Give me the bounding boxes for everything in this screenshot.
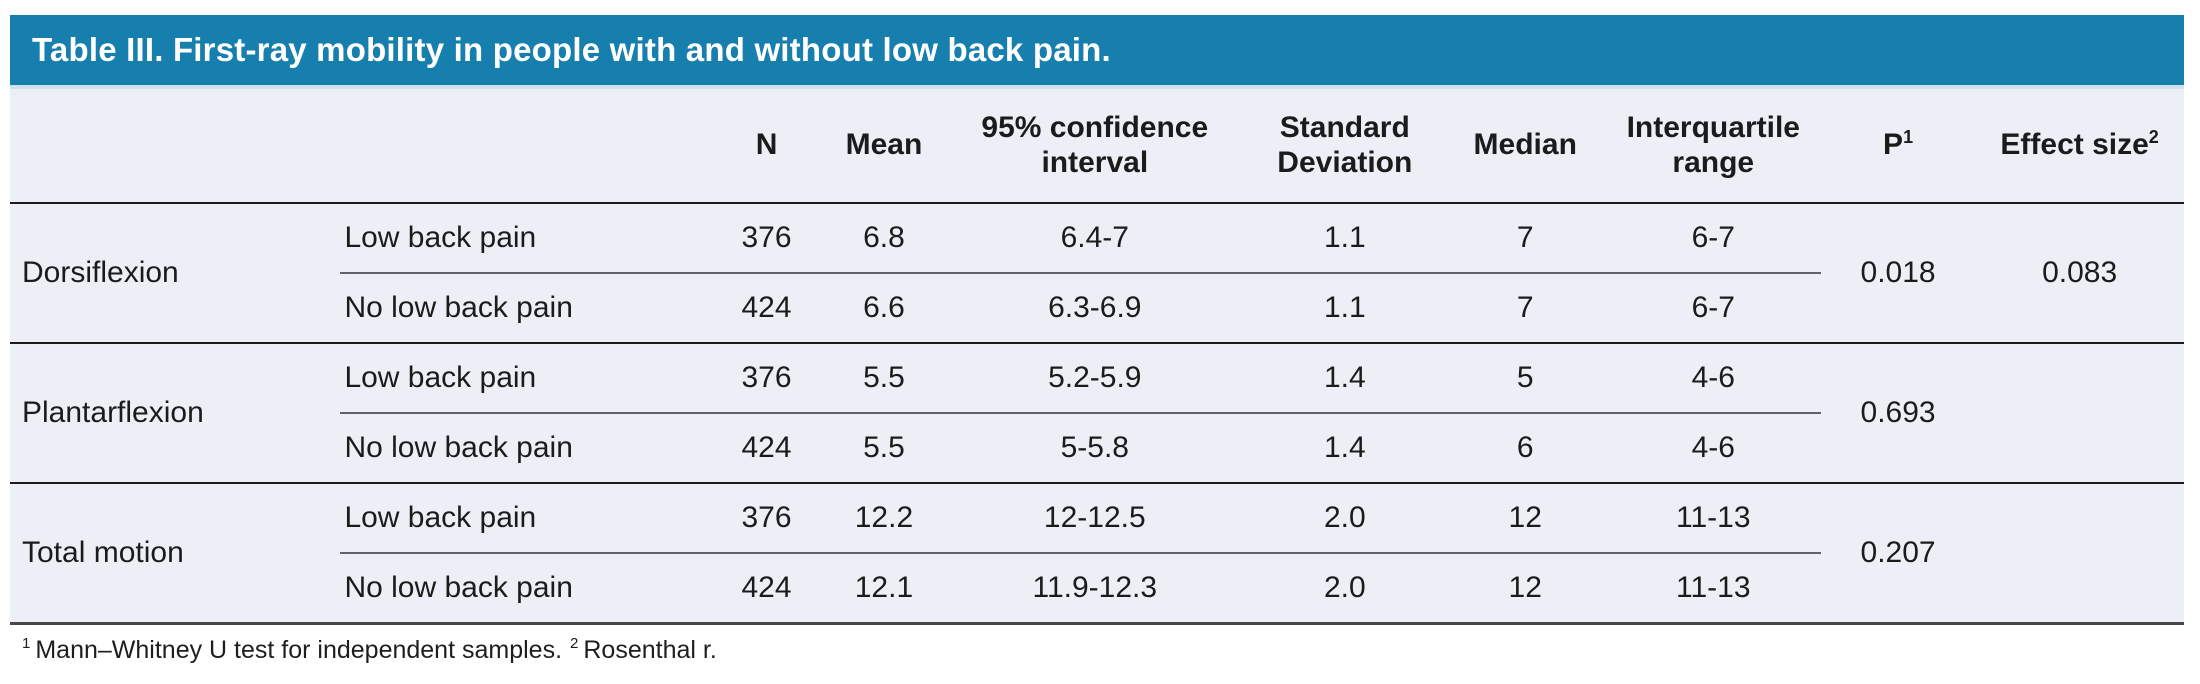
cell-p-value: 0.693 [1820,342,1976,483]
table-row: No low back pain 424 6.6 6.3-6.9 1.1 7 6… [10,273,2184,343]
cell-effect-size [1975,482,2184,625]
cell-group: Low back pain [340,482,711,554]
cell-median: 6 [1516,431,1534,464]
row-label-total-motion: Total motion [10,482,341,625]
cell-n: 376 [710,482,824,554]
cell-ci: 11.9-12.3 [944,553,1245,625]
cell-sd: 2.0 [1244,553,1445,625]
cell-effect-size: 0.083 [1975,202,2184,343]
table-row: No low back pain 424 5.5 5-5.8 1.4 6 4-6 [10,413,2184,483]
cell-ci: 5-5.8 [1060,431,1129,464]
cell-group: No low back pain [344,431,573,464]
header-mean: Mean [845,128,923,162]
cell-median: 12 [1444,553,1606,625]
cell-mean: 5.5 [823,342,945,414]
header-effect-size-superscript: 2 [2148,127,2159,148]
header-p-text: P [1883,128,1904,162]
cell-median: 7 [1444,202,1606,274]
cell-mean: 5.5 [863,431,905,464]
table-title-bar: Table III. First-ray mobility in people … [10,15,2184,89]
page: Table III. First-ray mobility in people … [0,15,2200,684]
cell-ci: 6.4-7 [944,202,1245,274]
cell-median: 12 [1444,482,1606,554]
footnote-superscript-2: 2 [570,635,579,653]
cell-sd: 1.1 [1244,202,1445,274]
cell-mean: 12.2 [823,482,945,554]
row-label-dorsiflexion: Dorsiflexion [10,202,341,343]
cell-sd: 2.0 [1244,482,1445,554]
cell-group: Low back pain [340,342,711,414]
header-effect-size-text: Effect size [2000,128,2149,162]
cell-mean: 12.1 [823,553,945,625]
cell-mean: 6.8 [823,202,945,274]
cell-group: No low back pain [340,553,711,625]
header-p-superscript: 1 [1903,127,1914,148]
cell-iqr: 4-6 [1691,431,1735,464]
footnote-text-1: Mann–Whitney U test for independent samp… [35,635,563,664]
cell-median: 5 [1444,342,1606,414]
first-ray-mobility-table: N Mean 95% confidence interval Standard … [10,89,2184,625]
footnote-text-2: Rosenthal r. [583,635,717,664]
cell-ci: 6.3-6.9 [1048,291,1142,324]
table-row: No low back pain 424 12.1 11.9-12.3 2.0 … [10,553,2184,625]
table-row: Plantarflexion Low back pain 376 5.5 5.2… [10,342,2184,483]
header-n: N [755,128,778,162]
cell-median: 7 [1516,291,1534,324]
header-blank-group [340,89,710,203]
header-interquartile-range: Interquartile range [1626,110,1800,179]
header-standard-deviation: Standard Deviation [1277,110,1413,179]
cell-ci: 12-12.5 [944,482,1245,554]
cell-iqr: 6-7 [1691,291,1735,324]
cell-iqr: 6-7 [1605,202,1821,274]
table-row: Dorsiflexion Low back pain 376 6.8 6.4-7… [10,202,2184,343]
cell-p-value: 0.018 [1820,202,1976,343]
header-effect-size: Effect size2 [1975,89,2184,203]
footnote-superscript-1: 1 [22,635,31,653]
cell-mean: 6.6 [863,291,905,324]
cell-n: 376 [710,202,824,274]
cell-sd: 1.4 [1244,342,1445,414]
cell-p-value: 0.207 [1820,482,1976,625]
cell-n: 376 [710,342,824,414]
table-title: Table III. First-ray mobility in people … [32,31,1111,68]
cell-n: 424 [710,553,824,625]
cell-sd: 1.1 [1323,291,1366,324]
header-confidence-interval: 95% confidence interval [981,110,1209,179]
cell-sd: 1.4 [1323,431,1366,464]
cell-ci: 5.2-5.9 [944,342,1245,414]
header-p-value: P1 [1821,89,1975,203]
cell-effect-size [1975,342,2184,483]
cell-iqr: 4-6 [1605,342,1821,414]
row-label-plantarflexion: Plantarflexion [10,342,341,483]
cell-group: Low back pain [340,202,711,274]
header-median: Median [1473,128,1577,162]
header-blank-label [10,89,340,203]
cell-group: No low back pain [344,291,573,324]
footnote: 1 Mann–Whitney U test for independent sam… [10,636,2200,665]
header-row: N Mean 95% confidence interval Standard … [10,89,2184,203]
cell-n: 424 [741,291,792,324]
cell-iqr: 11-13 [1605,482,1821,554]
cell-n: 424 [741,431,792,464]
cell-iqr: 11-13 [1605,553,1821,625]
table-row: Total motion Low back pain 376 12.2 12-1… [10,482,2184,625]
